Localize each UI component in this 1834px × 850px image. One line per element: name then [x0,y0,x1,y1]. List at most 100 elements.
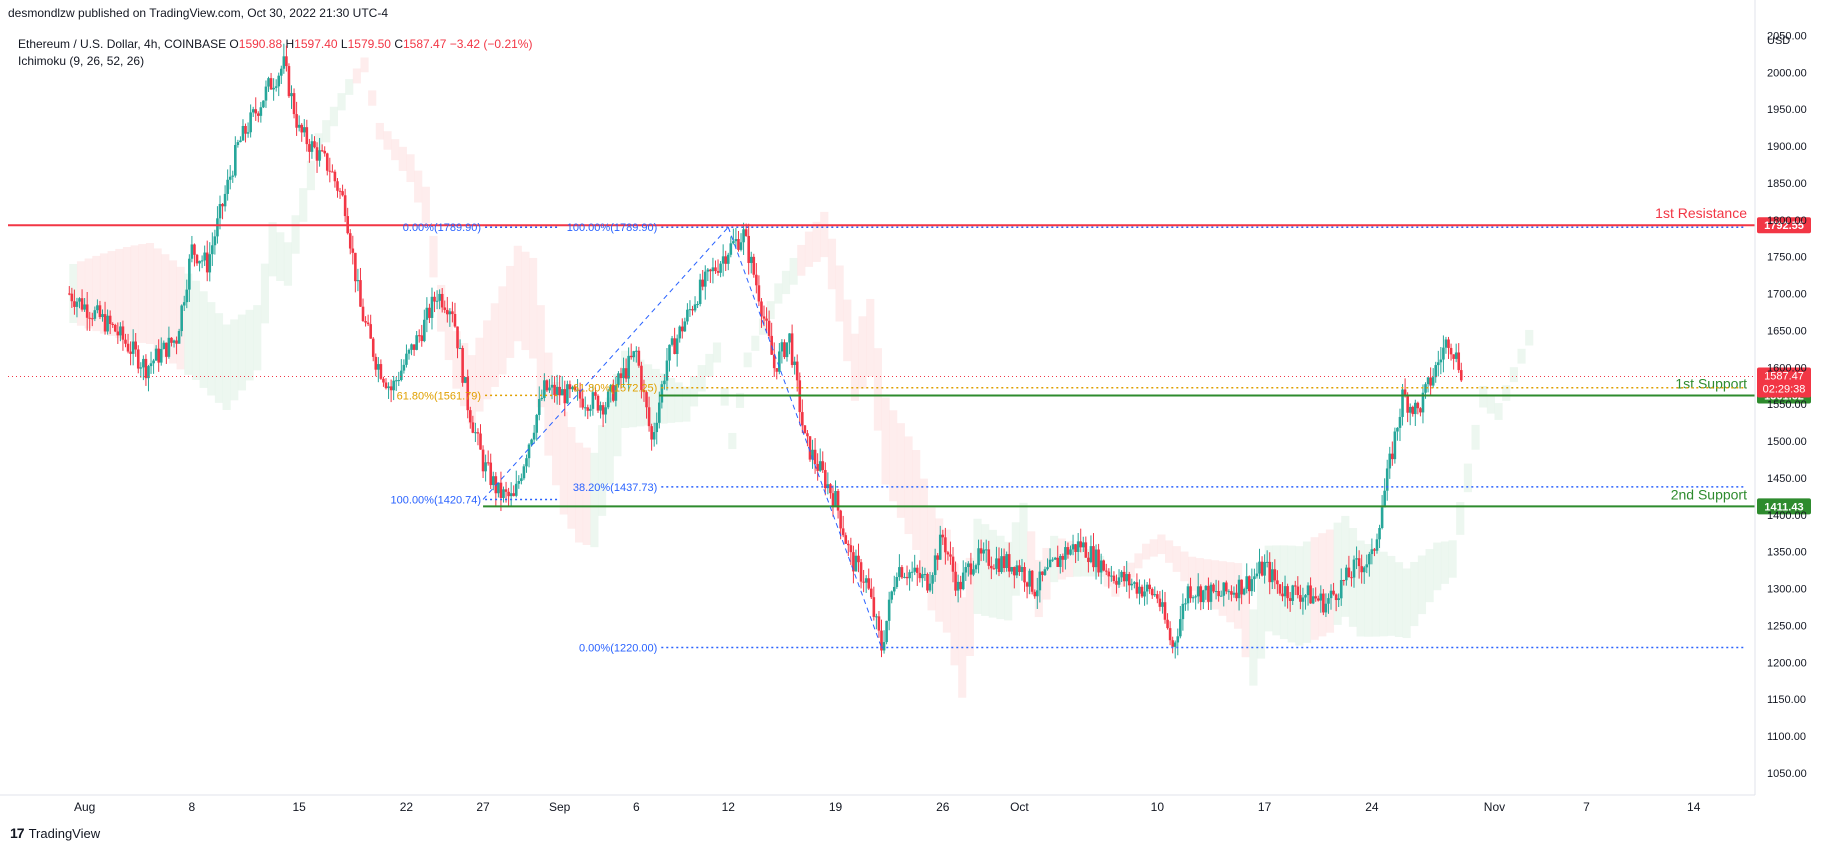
candle-body [967,563,970,568]
candle-body [826,484,830,489]
candle-body [407,349,411,354]
candle-body [558,386,561,396]
candle-body [1013,567,1016,576]
price-tick-label: 1350.00 [1767,547,1807,559]
candle-body [216,218,219,237]
candle-body [295,114,298,128]
candle-body [502,489,505,498]
candle-body [320,150,324,152]
candle-body [762,316,766,319]
candle-body [1332,590,1335,595]
candle-body [619,373,623,379]
price-axis[interactable]: USD 1050.00 1100.00 1150.00 1200.00 1250.00 13… [1754,0,1807,795]
candle-body [423,319,426,342]
candle-body [103,314,107,332]
candle-body [1319,593,1323,601]
price-tick-label: 1500.00 [1767,436,1807,448]
candle-body [969,563,973,575]
candle-body [1459,370,1463,381]
footer-brand[interactable]: 17 TradingView [10,825,100,841]
candle-body [1104,570,1108,572]
candle-body [338,190,342,192]
candle-body [121,326,125,340]
candle-body [793,361,796,365]
tradingview-logo-icon: 17 [10,825,25,841]
time-axis[interactable]: Aug 8 15 22 27 Sep 6 12 19 26 Oct 10 17 24 Nov 7 14 [0,794,1755,814]
cloud-segment [199,291,208,388]
candle-body [1334,594,1338,601]
candle-body [530,439,533,445]
candle-body [803,425,807,434]
cloud-segment [743,352,752,368]
candle-body [898,567,901,578]
candle-body [1273,569,1277,581]
candle-body [824,470,827,489]
cloud-segment [789,257,798,285]
candle-body [453,314,457,327]
candle-body [234,144,237,176]
cloud-segment [575,442,584,543]
cloud-segment [168,260,178,364]
candle-body [211,245,214,255]
cloud-segment [184,273,193,375]
candle-body [941,534,945,538]
cloud-segment [1111,580,1120,597]
cloud-segment [613,374,622,457]
candle-body [1368,554,1371,565]
candle-body [93,310,97,319]
candle-body [90,318,94,320]
candle-body [1447,339,1450,348]
price-tick-label: 1250.00 [1767,620,1807,632]
cloud-segment [1440,541,1450,584]
candle-body [400,370,403,381]
indicator-line[interactable]: Ichimoku (9, 26, 52, 26) [18,54,145,68]
candle-body [157,348,160,363]
candle-body [1222,582,1226,596]
candle-body [1000,556,1003,573]
candle-body [1199,586,1203,603]
candle-body [931,575,934,584]
candle-body [1421,392,1425,413]
candle-body [979,548,983,554]
cloud-segment [1410,561,1419,627]
cloud-segment [452,331,461,389]
cloud-segment [1241,586,1250,658]
candle-body [680,326,684,332]
candle-body [701,279,705,287]
price-tick-label: 1900.00 [1767,141,1807,153]
candle-body [956,581,960,591]
candle-body [323,150,327,154]
candle-body [1452,354,1455,359]
candle-body [331,171,334,173]
cloud-segment [406,154,415,183]
symbol-name[interactable]: Ethereum / U.S. Dollar, 4h, COINBASE [18,37,227,51]
candle-body [566,384,569,404]
cloud-segment [69,264,78,323]
candle-body [829,484,832,494]
candle-body [1156,594,1159,599]
candle-body [1286,586,1289,599]
countdown-label: 02:29:38 [1763,383,1806,395]
cloud-segment [651,368,660,425]
price-tick-label: 2000.00 [1767,67,1807,79]
candle-body [1061,555,1065,560]
candle-body [167,337,171,357]
candle-body [433,296,436,302]
candle-body [1219,595,1223,597]
cloud-segment [605,397,614,485]
candle-body [857,555,860,563]
cloud-segment [1402,568,1411,639]
candle-body [1191,597,1195,599]
cloud-segment [904,436,913,535]
candle-body [982,549,985,554]
cloud-segment [1027,531,1036,595]
candle-body [1296,586,1300,596]
candle-body [1196,586,1200,597]
candle-body [402,364,406,371]
cloud-segment [988,529,997,618]
candle-body [170,337,173,343]
candle-body [683,321,687,332]
candle-body [944,537,947,553]
candle-body [573,386,577,391]
